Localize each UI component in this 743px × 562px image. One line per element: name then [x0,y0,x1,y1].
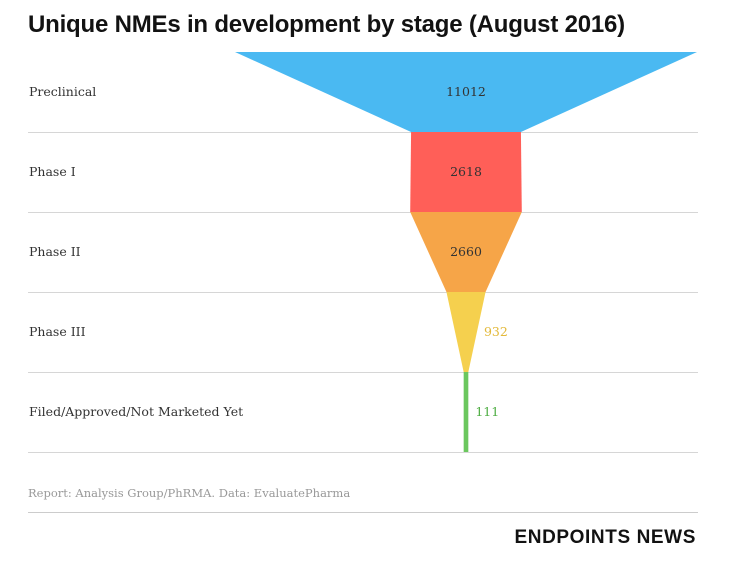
funnel-segment [410,132,522,212]
stage-label: Phase II [29,244,81,259]
stage-label: Phase III [29,324,86,339]
value-label: 111 [475,404,499,419]
footer-divider [28,512,698,513]
value-label: 932 [484,324,508,339]
chart-title: Unique NMEs in development by stage (Aug… [28,11,625,38]
value-label: 11012 [446,84,486,99]
value-label: 2660 [450,244,482,259]
value-label: 2618 [450,164,482,179]
funnel-segment [410,212,522,292]
funnel-segment [463,372,469,452]
funnel-segment [446,292,486,372]
stage-label: Preclinical [29,84,96,99]
source-note: Report: Analysis Group/PhRMA. Data: Eval… [28,486,351,500]
funnel-chart: Preclinical 11012 Phase I 2618 Phase II 2660 P… [28,52,698,453]
stage-label: Phase I [29,164,76,179]
stage-label: Filed/Approved/Not Marketed Yet [29,404,243,419]
brand-logo: ENDPOINTS NEWS [514,527,696,548]
funnel-segment [235,52,697,132]
